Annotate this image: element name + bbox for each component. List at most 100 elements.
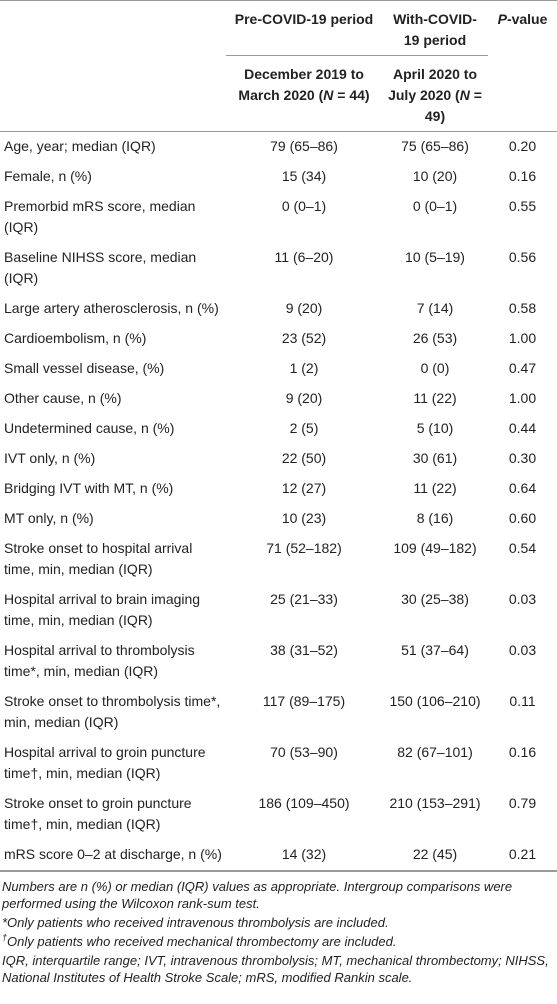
header-cell: Pre-COVID-19 period (226, 0, 382, 56)
row-label: Cardioembolism, n (%) (4, 330, 147, 346)
cell: 0.54 (508, 540, 537, 556)
cell: 0.58 (508, 300, 537, 316)
row-label: Hospital arrival to brain imaging time, … (4, 591, 201, 628)
table-row: Undetermined cause, n (%) 2 (5) 5 (10) 0.44 (0, 414, 557, 444)
header-text: = 44) (333, 87, 370, 103)
footnote: †Only patients who received mechanical t… (2, 933, 555, 950)
header-cell: With-COVID-19 period (382, 0, 488, 56)
table-row: Bridging IVT with MT, n (%) 12 (27) 11 (22… (0, 474, 557, 504)
cell: 22 (45) (412, 846, 458, 862)
table-row: Large artery atherosclerosis, n (%) 9 (20… (0, 294, 557, 324)
cell: 7 (14) (416, 300, 454, 316)
cell: 0.03 (508, 642, 537, 658)
row-label: Female, n (%) (4, 168, 92, 184)
table-row: MT only, n (%) 10 (23) 8 (16) 0.60 (0, 504, 557, 534)
cell: 9 (20) (285, 300, 323, 316)
header-cell (0, 1, 226, 56)
cell: 0.64 (508, 480, 537, 496)
header-cell (488, 56, 557, 132)
header-text: = 49) (424, 87, 482, 124)
cell: 0.11 (509, 693, 536, 709)
table-body: Age, year; median (IQR) 79 (65–86) 75 (65–… (0, 132, 557, 871)
cell: 25 (21–33) (270, 591, 338, 607)
cell: 0.20 (508, 138, 537, 154)
row-label: Hospital arrival to thrombolysis time*, … (4, 642, 195, 679)
row-label: Large artery atherosclerosis, n (%) (4, 300, 219, 316)
cell: 9 (20) (285, 390, 323, 406)
footnote: IQR, interquartile range; IVT, intraveno… (2, 953, 549, 985)
header-text: P (497, 11, 507, 27)
table-row: Hospital arrival to groin puncture time†… (0, 738, 557, 789)
cell: 5 (10) (416, 420, 454, 436)
footnotes: Numbers are n (%) or median (IQR) values… (0, 871, 557, 986)
table-row: Stroke onset to thrombolysis time*, min,… (0, 687, 557, 738)
cell: 0.47 (508, 360, 537, 376)
cell: 0.16 (508, 168, 537, 184)
row-label: Stroke onset to groin puncture time†, mi… (4, 795, 192, 832)
row-label: Bridging IVT with MT, n (%) (4, 480, 174, 496)
table-row: Other cause, n (%) 9 (20) 11 (22) 1.00 (0, 384, 557, 414)
table-row: mRS score 0–2 at discharge, n (%) 14 (32)… (0, 840, 557, 871)
cell: 8 (16) (416, 510, 454, 526)
table-row: Female, n (%) 15 (34) 10 (20) 0.16 (0, 162, 557, 192)
cell: 70 (53–90) (270, 744, 338, 760)
header-text: April 2020 to July 2020 ( (388, 66, 478, 103)
row-label: Stroke onset to hospital arrival time, m… (4, 540, 193, 577)
row-label: Undetermined cause, n (%) (4, 420, 175, 436)
cell: 109 (49–182) (393, 540, 477, 556)
row-label: Premorbid mRS score, median (IQR) (4, 198, 196, 235)
cell: 0.79 (508, 795, 537, 811)
cell: 0.56 (508, 249, 537, 265)
header-text: N (459, 87, 470, 103)
row-label: IVT only, n (%) (4, 450, 96, 466)
row-label: mRS score 0–2 at discharge, n (%) (4, 846, 222, 862)
cell: 22 (50) (281, 450, 327, 466)
row-label: Other cause, n (%) (4, 390, 122, 406)
cell: 2 (5) (289, 420, 319, 436)
row-label: MT only, n (%) (4, 510, 94, 526)
cell: 51 (37–64) (401, 642, 469, 658)
cell: 210 (153–291) (389, 795, 481, 811)
cell: 0 (0–1) (281, 198, 327, 214)
cell: 0.30 (508, 450, 537, 466)
cell: 1.00 (508, 330, 537, 346)
cell: 0.03 (508, 591, 537, 607)
row-label: Baseline NIHSS score, median (IQR) (4, 249, 197, 286)
footnote-mark: † (2, 932, 8, 943)
header-text: N (323, 87, 334, 103)
cell: 0.21 (508, 846, 537, 862)
cell: 38 (31–52) (270, 642, 338, 658)
header-cell: December 2019 to March 2020 (N = 44) (226, 56, 382, 132)
header-cell: P-value (488, 1, 557, 56)
cell: 0 (0–1) (412, 198, 458, 214)
cell: 0.55 (508, 198, 537, 214)
table-row: Cardioembolism, n (%) 23 (52) 26 (53) 1.00 (0, 324, 557, 354)
cell: 15 (34) (281, 168, 327, 184)
header-text: -value (506, 11, 548, 27)
table-row: Stroke onset to groin puncture time†, mi… (0, 789, 557, 840)
cell: 150 (106–210) (389, 693, 481, 709)
cell: 0.44 (508, 420, 537, 436)
cell: 14 (32) (281, 846, 327, 862)
cell: 10 (23) (281, 510, 327, 526)
cell: 1 (2) (289, 360, 319, 376)
cell: 10 (20) (412, 168, 458, 184)
cell: 11 (22) (413, 390, 457, 406)
table-row: Small vessel disease, (%) 1 (2) 0 (0) 0.47 (0, 354, 557, 384)
table: Pre-COVID-19 period With-COVID-19 period… (0, 0, 557, 871)
cell: 1.00 (508, 390, 537, 406)
table-row: Premorbid mRS score, median (IQR) 0 (0–1)… (0, 192, 557, 243)
footnote: Numbers are n (%) or median (IQR) values… (2, 879, 513, 911)
cell: 30 (25–38) (401, 591, 469, 607)
table-row: Baseline NIHSS score, median (IQR) 11 (6–… (0, 243, 557, 294)
cell: 117 (89–175) (262, 693, 346, 709)
cell: 30 (61) (412, 450, 458, 466)
cell: 12 (27) (281, 480, 327, 496)
cell: 0.16 (508, 744, 537, 760)
row-label: Hospital arrival to groin puncture time†… (4, 744, 206, 781)
row-label: Age, year; median (IQR) (4, 138, 156, 154)
cell: 75 (65–86) (401, 138, 469, 154)
cell: 82 (67–101) (397, 744, 473, 760)
row-label: Stroke onset to thrombolysis time*, min,… (4, 693, 221, 730)
